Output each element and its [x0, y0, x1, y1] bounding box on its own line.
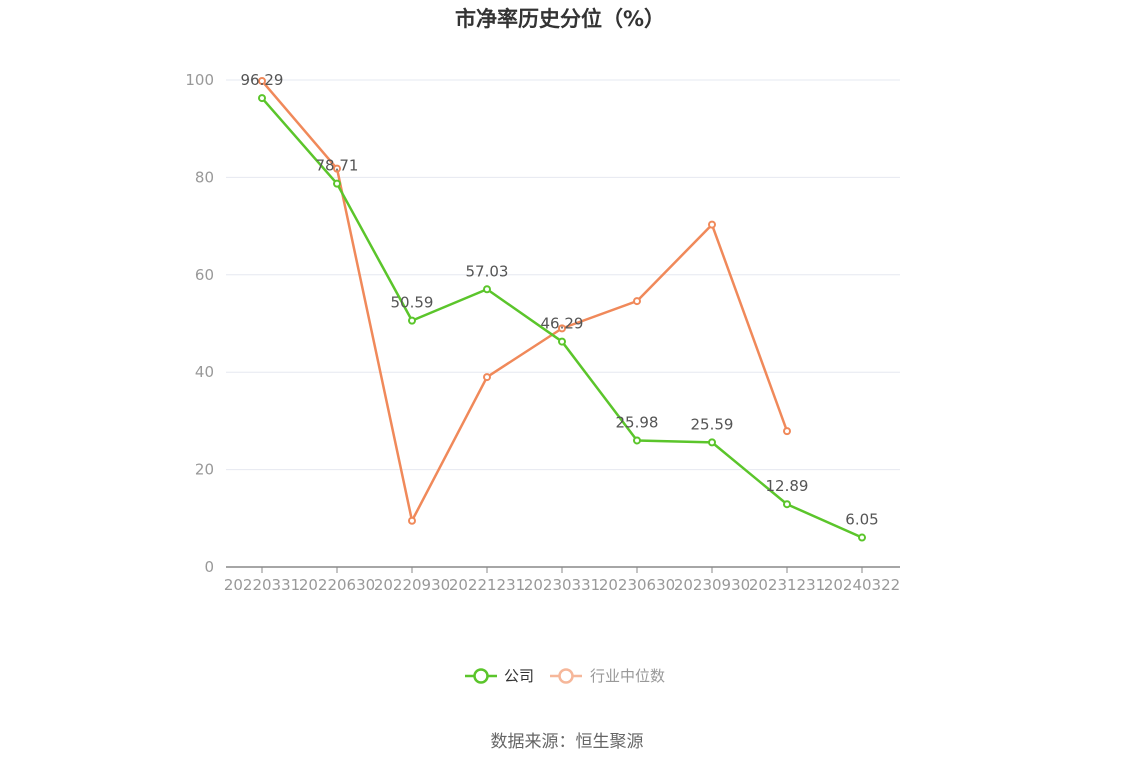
data-point-industry-median[interactable] — [333, 164, 341, 173]
data-point-industry-median[interactable] — [633, 297, 641, 306]
series-line-industry-median — [261, 80, 789, 522]
y-tick-label: 80 — [195, 168, 214, 186]
legend-item-company[interactable]: 公司 — [465, 667, 534, 685]
x-tick-label: 20220630 — [299, 576, 375, 594]
legend-marker-icon — [558, 668, 574, 684]
data-point-company[interactable] — [708, 438, 716, 447]
y-tick-label: 0 — [204, 558, 214, 576]
x-tick-label: 20230331 — [524, 576, 600, 594]
data-label: 96.29 — [241, 71, 284, 89]
data-point-company[interactable] — [633, 436, 641, 445]
data-label: 46.29 — [541, 315, 584, 333]
x-tick-label: 20220930 — [374, 576, 450, 594]
data-point-company[interactable] — [858, 533, 866, 542]
legend-item-industry-median[interactable]: 行业中位数 — [550, 667, 665, 685]
data-point-company[interactable] — [783, 500, 791, 509]
data-label: 12.89 — [766, 477, 809, 495]
series-layer — [258, 76, 866, 542]
data-source: 数据来源：恒生聚源 — [491, 732, 644, 752]
x-tick-label: 20230630 — [599, 576, 675, 594]
data-point-industry-median[interactable] — [408, 516, 416, 525]
legend[interactable]: 公司 行业中位数 — [465, 667, 665, 685]
legend-marker-icon — [473, 668, 489, 684]
data-point-company[interactable] — [558, 337, 566, 346]
data-point-company[interactable] — [258, 94, 266, 103]
y-tick-label: 20 — [195, 461, 214, 479]
data-point-industry-median[interactable] — [483, 373, 491, 382]
grid-lines — [226, 79, 900, 471]
data-point-company[interactable] — [333, 179, 341, 188]
chart-title: 市净率历史分位（%） — [455, 7, 665, 31]
data-point-company[interactable] — [483, 285, 491, 294]
x-tick-label: 20240322 — [824, 576, 900, 594]
data-labels: 96.29 78.71 50.59 57.03 46.29 25.98 25.59 12.89… — [241, 71, 879, 528]
data-label: 6.05 — [845, 511, 878, 529]
data-point-company[interactable] — [408, 316, 416, 325]
data-point-industry-median[interactable] — [708, 220, 716, 229]
x-axis: 2022033120220630202209302022123120230331… — [224, 566, 900, 594]
data-label: 25.59 — [691, 415, 734, 433]
x-tick-label: 20231231 — [749, 576, 825, 594]
data-label: 50.59 — [391, 294, 434, 312]
data-label: 57.03 — [466, 262, 509, 280]
y-tick-label: 60 — [195, 266, 214, 284]
x-tick-label: 20220331 — [224, 576, 300, 594]
legend-label: 行业中位数 — [590, 667, 665, 685]
data-point-industry-median[interactable] — [783, 427, 791, 436]
x-tick-label: 20230930 — [674, 576, 750, 594]
data-label: 78.71 — [316, 157, 359, 175]
data-label: 25.98 — [616, 413, 659, 431]
legend-label: 公司 — [504, 667, 534, 685]
data-point-industry-median[interactable] — [558, 324, 566, 333]
data-point-industry-median[interactable] — [258, 76, 266, 85]
y-tick-label: 40 — [195, 363, 214, 381]
x-tick-label: 20221231 — [449, 576, 525, 594]
y-axis: 0 20 40 60 80 100 — [185, 71, 214, 576]
y-tick-label: 100 — [185, 71, 214, 89]
